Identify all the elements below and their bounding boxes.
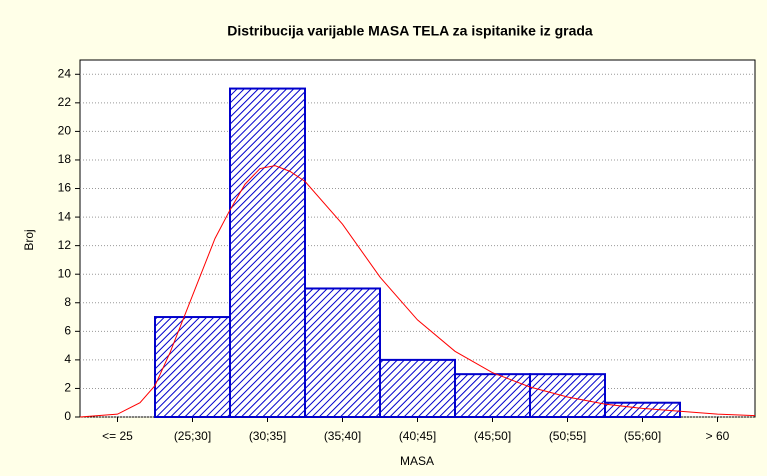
y-tick-label: 2 (64, 381, 71, 395)
bar (604, 401, 681, 419)
x-tick-label: > 60 (706, 429, 730, 443)
y-tick-label: 22 (58, 95, 72, 109)
x-tick-label: (40;45] (399, 429, 436, 443)
x-axis-label: MASA (400, 454, 434, 468)
bar (529, 373, 606, 419)
y-tick-label: 14 (58, 209, 72, 223)
x-tick-label: (50;55] (549, 429, 586, 443)
y-tick-label: 10 (58, 266, 72, 280)
x-tick-label: (25;30] (174, 429, 211, 443)
x-tick-label: (35;40] (324, 429, 361, 443)
y-tick-label: 6 (64, 323, 71, 337)
y-tick-label: 4 (64, 352, 71, 366)
y-tick-label: 0 (64, 409, 71, 423)
bar (454, 373, 531, 419)
y-tick-label: 18 (58, 152, 72, 166)
x-tick-label: (55;60] (624, 429, 661, 443)
y-tick-label: 16 (58, 181, 72, 195)
bar (229, 87, 306, 418)
bar (304, 287, 381, 419)
x-tick-label: (30;35] (249, 429, 286, 443)
y-axis-label: Broj (22, 229, 36, 250)
x-tick-label: <= 25 (102, 429, 133, 443)
y-tick-label: 8 (64, 295, 71, 309)
chart-title: Distribucija varijable MASA TELA za ispi… (227, 23, 593, 39)
bar (379, 358, 456, 419)
bar (154, 316, 231, 419)
fit-curve (79, 165, 756, 418)
y-tick-label: 20 (58, 124, 72, 138)
x-tick-label: (45;50] (474, 429, 511, 443)
y-tick-label: 24 (58, 66, 72, 80)
y-tick-label: 12 (58, 238, 72, 252)
